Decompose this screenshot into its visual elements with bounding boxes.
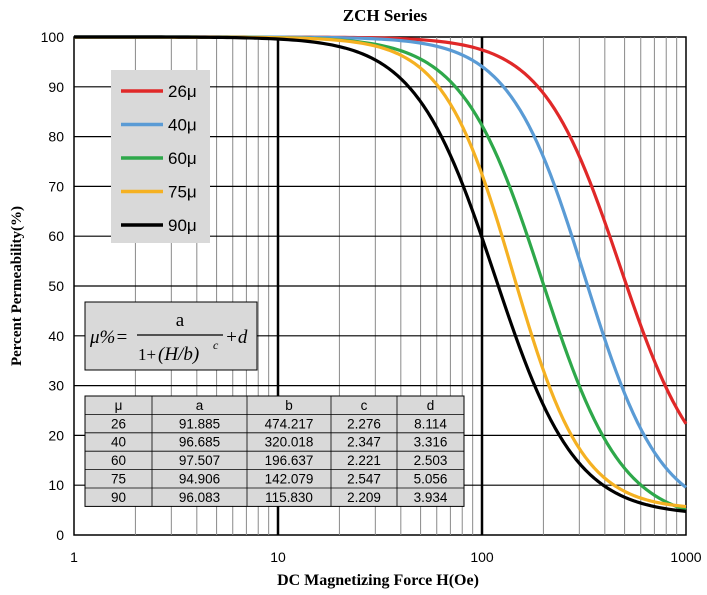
table-cell: 2.209 bbox=[347, 490, 381, 505]
table-cell: 2.547 bbox=[347, 472, 381, 487]
table-cell: 196.637 bbox=[265, 453, 314, 468]
table-cell: 75 bbox=[111, 472, 126, 487]
table-cell: 26 bbox=[111, 416, 126, 431]
x-tick-label: 1000 bbox=[670, 549, 701, 565]
legend-label: 60μ bbox=[168, 149, 197, 168]
table-cell: 90 bbox=[111, 490, 126, 505]
series-line-90u bbox=[74, 35, 687, 513]
x-tick-label: 1 bbox=[70, 549, 78, 565]
table-cell: 5.056 bbox=[414, 472, 448, 487]
y-tick-label: 80 bbox=[48, 129, 64, 145]
legend-label: 75μ bbox=[168, 183, 197, 202]
x-tick-label: 10 bbox=[270, 549, 286, 565]
table-cell: 320.018 bbox=[265, 435, 314, 450]
legend-label: 26μ bbox=[168, 82, 197, 101]
y-tick-label: 10 bbox=[48, 477, 64, 493]
formula-denominator-prefix: 1+ bbox=[138, 345, 156, 364]
table-cell: 40 bbox=[111, 435, 126, 450]
y-tick-label: 60 bbox=[48, 228, 64, 244]
table-cell: 97.507 bbox=[179, 453, 220, 468]
table-header-cell: d bbox=[427, 398, 435, 413]
table-cell: 2.276 bbox=[347, 416, 381, 431]
table-cell: 91.885 bbox=[179, 416, 220, 431]
table-cell: 3.316 bbox=[414, 435, 448, 450]
formula-numerator: a bbox=[176, 310, 185, 331]
table-header-cell: b bbox=[285, 398, 293, 413]
table-cell: 115.830 bbox=[265, 490, 313, 505]
legend: 26μ 40μ 60μ 75μ 90μ bbox=[111, 70, 210, 243]
table-cell: 94.906 bbox=[179, 472, 220, 487]
y-tick-label: 90 bbox=[48, 79, 64, 95]
y-tick-label: 30 bbox=[48, 378, 64, 394]
table-cell: 96.083 bbox=[179, 490, 220, 505]
formula-exponent: c bbox=[213, 338, 219, 352]
legend-label: 90μ bbox=[168, 216, 197, 235]
y-tick-label: 70 bbox=[48, 178, 64, 194]
legend-label: 40μ bbox=[168, 116, 197, 135]
table-header-cell: c bbox=[361, 398, 368, 413]
formula-box-bg bbox=[84, 301, 258, 371]
formula-suffix: +d bbox=[225, 327, 248, 348]
y-tick-label: 0 bbox=[56, 527, 64, 543]
x-axis-label: DC Magnetizing Force H(Oe) bbox=[277, 572, 479, 589]
table-cell: 2.221 bbox=[347, 453, 381, 468]
table-cell: 142.079 bbox=[265, 472, 314, 487]
y-tick-label: 40 bbox=[48, 328, 64, 344]
y-tick-label: 50 bbox=[48, 278, 64, 294]
table-cell: 474.217 bbox=[265, 416, 314, 431]
table-cell: 96.685 bbox=[179, 435, 220, 450]
formula-lhs: μ%= bbox=[89, 327, 128, 348]
table-header-cell: a bbox=[196, 398, 204, 413]
formula-denominator-term: (H/b) bbox=[158, 344, 199, 365]
chart-title: ZCH Series bbox=[343, 6, 428, 25]
table-cell: 2.503 bbox=[414, 453, 448, 468]
series-lines bbox=[74, 35, 688, 513]
formula-box: μ%= a 1+ (H/b) c +d bbox=[84, 301, 258, 371]
table-cell: 3.934 bbox=[414, 490, 448, 505]
parameter-table: μ a b c d 26 91.885 474.217 2.276 8.114 40 96.685 32… bbox=[84, 395, 465, 507]
x-tick-label: 100 bbox=[470, 549, 494, 565]
y-tick-label: 20 bbox=[48, 427, 64, 443]
table-cell: 60 bbox=[111, 453, 126, 468]
table-cell: 2.347 bbox=[347, 435, 381, 450]
table-header-cell: μ bbox=[115, 398, 123, 413]
y-tick-label: 100 bbox=[41, 29, 65, 45]
table-cell: 8.114 bbox=[414, 416, 447, 431]
y-axis-label: Percent Permeability(%) bbox=[9, 206, 25, 366]
